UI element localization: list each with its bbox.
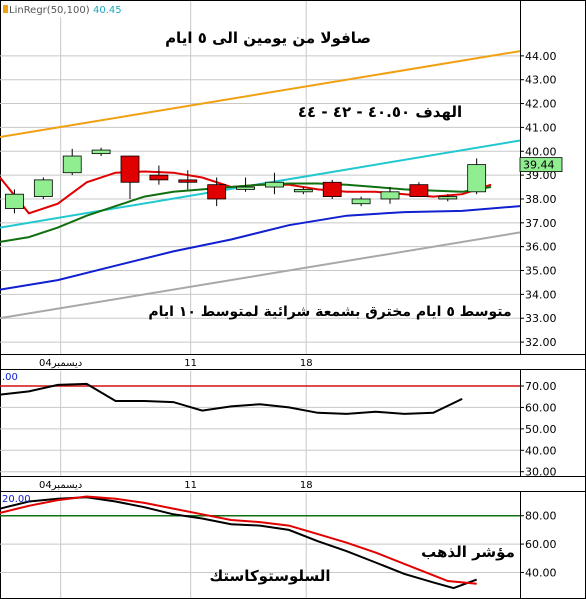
stoch-panel[interactable]	[0, 491, 521, 599]
y-tick-label: 36.00	[525, 241, 557, 254]
candle-up[interactable]	[293, 189, 313, 193]
candle-up[interactable]	[351, 198, 371, 205]
candle-down[interactable]	[178, 179, 198, 183]
line-ma20	[0, 205, 521, 291]
y-tick-label: 38.00	[525, 193, 557, 206]
x-tick-label: 11	[184, 480, 197, 491]
y-tick-label: 42.00	[525, 98, 557, 111]
annotation-gold: مؤشر الذهب	[421, 543, 515, 561]
stochastic-line	[0, 495, 477, 585]
y-tick-label: 35.00	[525, 265, 557, 278]
x-tick-label: 04ديسمبر	[39, 358, 82, 369]
price-panel[interactable]	[0, 0, 521, 355]
candle-up[interactable]	[380, 191, 400, 200]
candle-up[interactable]	[62, 155, 82, 174]
y-tick-label: 30.00	[525, 466, 557, 479]
y-tick-label: 40.00	[525, 444, 557, 457]
line-channel-upper	[0, 50, 521, 138]
last-price-marker: 39.44	[519, 157, 563, 173]
annotation-ma-cross: متوسط ٥ ايام مخترق بشمعة شرائية لمتوسط ١…	[148, 304, 511, 320]
candle-down[interactable]	[207, 184, 227, 200]
line-channel-lower	[0, 231, 521, 320]
annotation-title: صافولا من يومين الى ٥ ايام	[165, 29, 371, 47]
candle-down[interactable]	[149, 174, 169, 181]
legend-indicator: LinRegr(50,100)	[9, 5, 90, 16]
y-tick-label: 40.00	[525, 566, 557, 579]
candle-up[interactable]	[265, 181, 284, 188]
annotation-stochastic: السلوستوكاستك	[209, 567, 330, 585]
tick-labels: 32.00 33.00 34.00 35.00 36.00 37.00 38.00 39.00…	[39, 50, 556, 580]
x-tick-label: 04ديسمبر	[39, 480, 82, 491]
y-tick-label: 39.00	[525, 169, 557, 182]
price-axis	[520, 0, 586, 355]
candle-down[interactable]	[120, 155, 140, 183]
candle-down[interactable]	[409, 184, 429, 197]
gold-axis	[520, 369, 586, 477]
y-tick-label: 34.00	[525, 288, 557, 301]
gold-panel[interactable]	[0, 369, 521, 477]
y-tick-label: 41.00	[525, 121, 557, 134]
last-price-label: 39.44	[523, 159, 555, 172]
x-tick-label: 18	[300, 358, 313, 369]
gold-index-line	[0, 382, 463, 415]
annotation-target: الهدف ٤٠.٥٠ - ٤٢ - ٤٤	[298, 103, 462, 121]
date-strip-2	[0, 476, 586, 492]
candle-up[interactable]	[33, 179, 53, 197]
y-tick-label: 80.00	[525, 510, 557, 523]
candles	[5, 147, 487, 214]
y-tick-label: 37.00	[525, 217, 557, 230]
candle-up[interactable]	[236, 186, 255, 190]
grid	[0, 1, 520, 598]
x-tick-label: 18	[300, 480, 313, 491]
y-tick-label: 32.00	[525, 336, 557, 349]
y-tick-label: 40.00	[525, 145, 557, 158]
candle-up[interactable]	[438, 196, 458, 200]
legend-value: 40.45	[93, 5, 122, 16]
y-tick-label: 60.00	[525, 538, 557, 551]
y-tick-label: 70.00	[525, 380, 557, 393]
candle-up[interactable]	[5, 193, 24, 209]
y-tick-label: 50.00	[525, 423, 557, 436]
y-tick-label: 60.00	[525, 401, 557, 414]
candle-down[interactable]	[322, 181, 342, 197]
oscillators	[0, 382, 520, 590]
x-tick-label: 11	[184, 358, 197, 369]
gold-corner-label: .00	[2, 372, 18, 383]
y-tick-label: 43.00	[525, 74, 557, 87]
candle-up[interactable]	[467, 164, 487, 193]
date-strip-1	[0, 354, 586, 370]
y-tick-label: 33.00	[525, 312, 557, 325]
stoch-corner-label: 20.00	[2, 494, 31, 505]
y-tick-label: 44.00	[525, 50, 557, 63]
candle-up[interactable]	[91, 149, 111, 155]
